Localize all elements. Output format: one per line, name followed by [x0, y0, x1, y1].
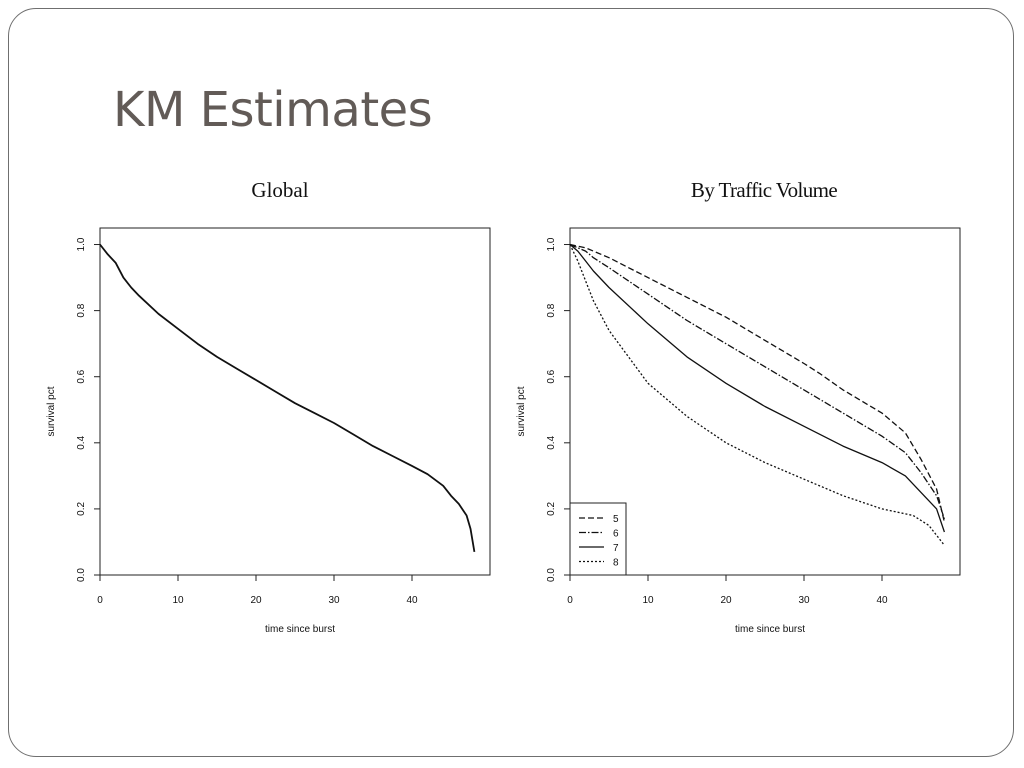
chart-panel-1: 0 10 20 30 40 0.0 0.2 0.4 0.6 0.8 1.0 time since bu… [46, 227, 491, 635]
plot-frame [99, 227, 491, 576]
y-tick-label: 0.0 [546, 568, 557, 582]
caption-traffic-volume: By Traffic Volume [690, 178, 838, 202]
legend-label-7: 7 [613, 543, 619, 554]
x-axis-label: time since burst [735, 624, 805, 635]
y-tick-label: 0.0 [76, 568, 87, 582]
slide-title: KM Estimates [113, 82, 433, 138]
legend-label-5: 5 [613, 514, 619, 525]
y-axis-label: survival pct [46, 386, 57, 436]
series-line-1 [99, 243, 476, 553]
y-tick-label: 0.6 [76, 369, 87, 383]
y-tick-label: 0.6 [546, 369, 557, 383]
x-tick-label: 30 [798, 595, 810, 606]
y-tick-label: 1.0 [76, 237, 87, 251]
series-line-8 [569, 244, 945, 546]
x-tick-label: 0 [97, 595, 103, 606]
x-tick-label: 20 [250, 595, 262, 606]
y-tick-label: 0.4 [76, 435, 87, 449]
y-tick-label: 0.4 [546, 435, 557, 449]
series-line-5 [569, 243, 946, 523]
slide-frame [8, 8, 1014, 757]
chart-panel-2: 0 10 20 30 40 0.0 0.2 0.4 0.6 0.8 1.0 time since bu… [516, 227, 961, 635]
y-tick-label: 0.8 [76, 303, 87, 317]
legend-box [569, 502, 627, 576]
y-tick-label: 1.0 [546, 237, 557, 251]
x-tick-label: 30 [328, 595, 340, 606]
series-line-6 [569, 243, 946, 520]
x-axis-label: time since burst [265, 624, 335, 635]
x-tick-label: 10 [172, 595, 184, 606]
plot-frame [569, 227, 961, 576]
x-tick-label: 20 [720, 595, 732, 606]
legend: 5 6 7 8 [569, 502, 627, 576]
legend-label-8: 8 [613, 558, 619, 569]
y-tick-label: 0.8 [546, 303, 557, 317]
x-tick-label: 40 [876, 595, 888, 606]
x-tick-label: 40 [406, 595, 418, 606]
caption-global: Global [251, 178, 309, 202]
x-tick-label: 0 [567, 595, 573, 606]
series-line-7 [569, 244, 946, 533]
y-tick-label: 0.2 [76, 502, 87, 516]
x-tick-label: 10 [642, 595, 654, 606]
legend-label-6: 6 [613, 529, 619, 540]
y-tick-label: 0.2 [546, 502, 557, 516]
y-axis-label: survival pct [516, 386, 527, 436]
